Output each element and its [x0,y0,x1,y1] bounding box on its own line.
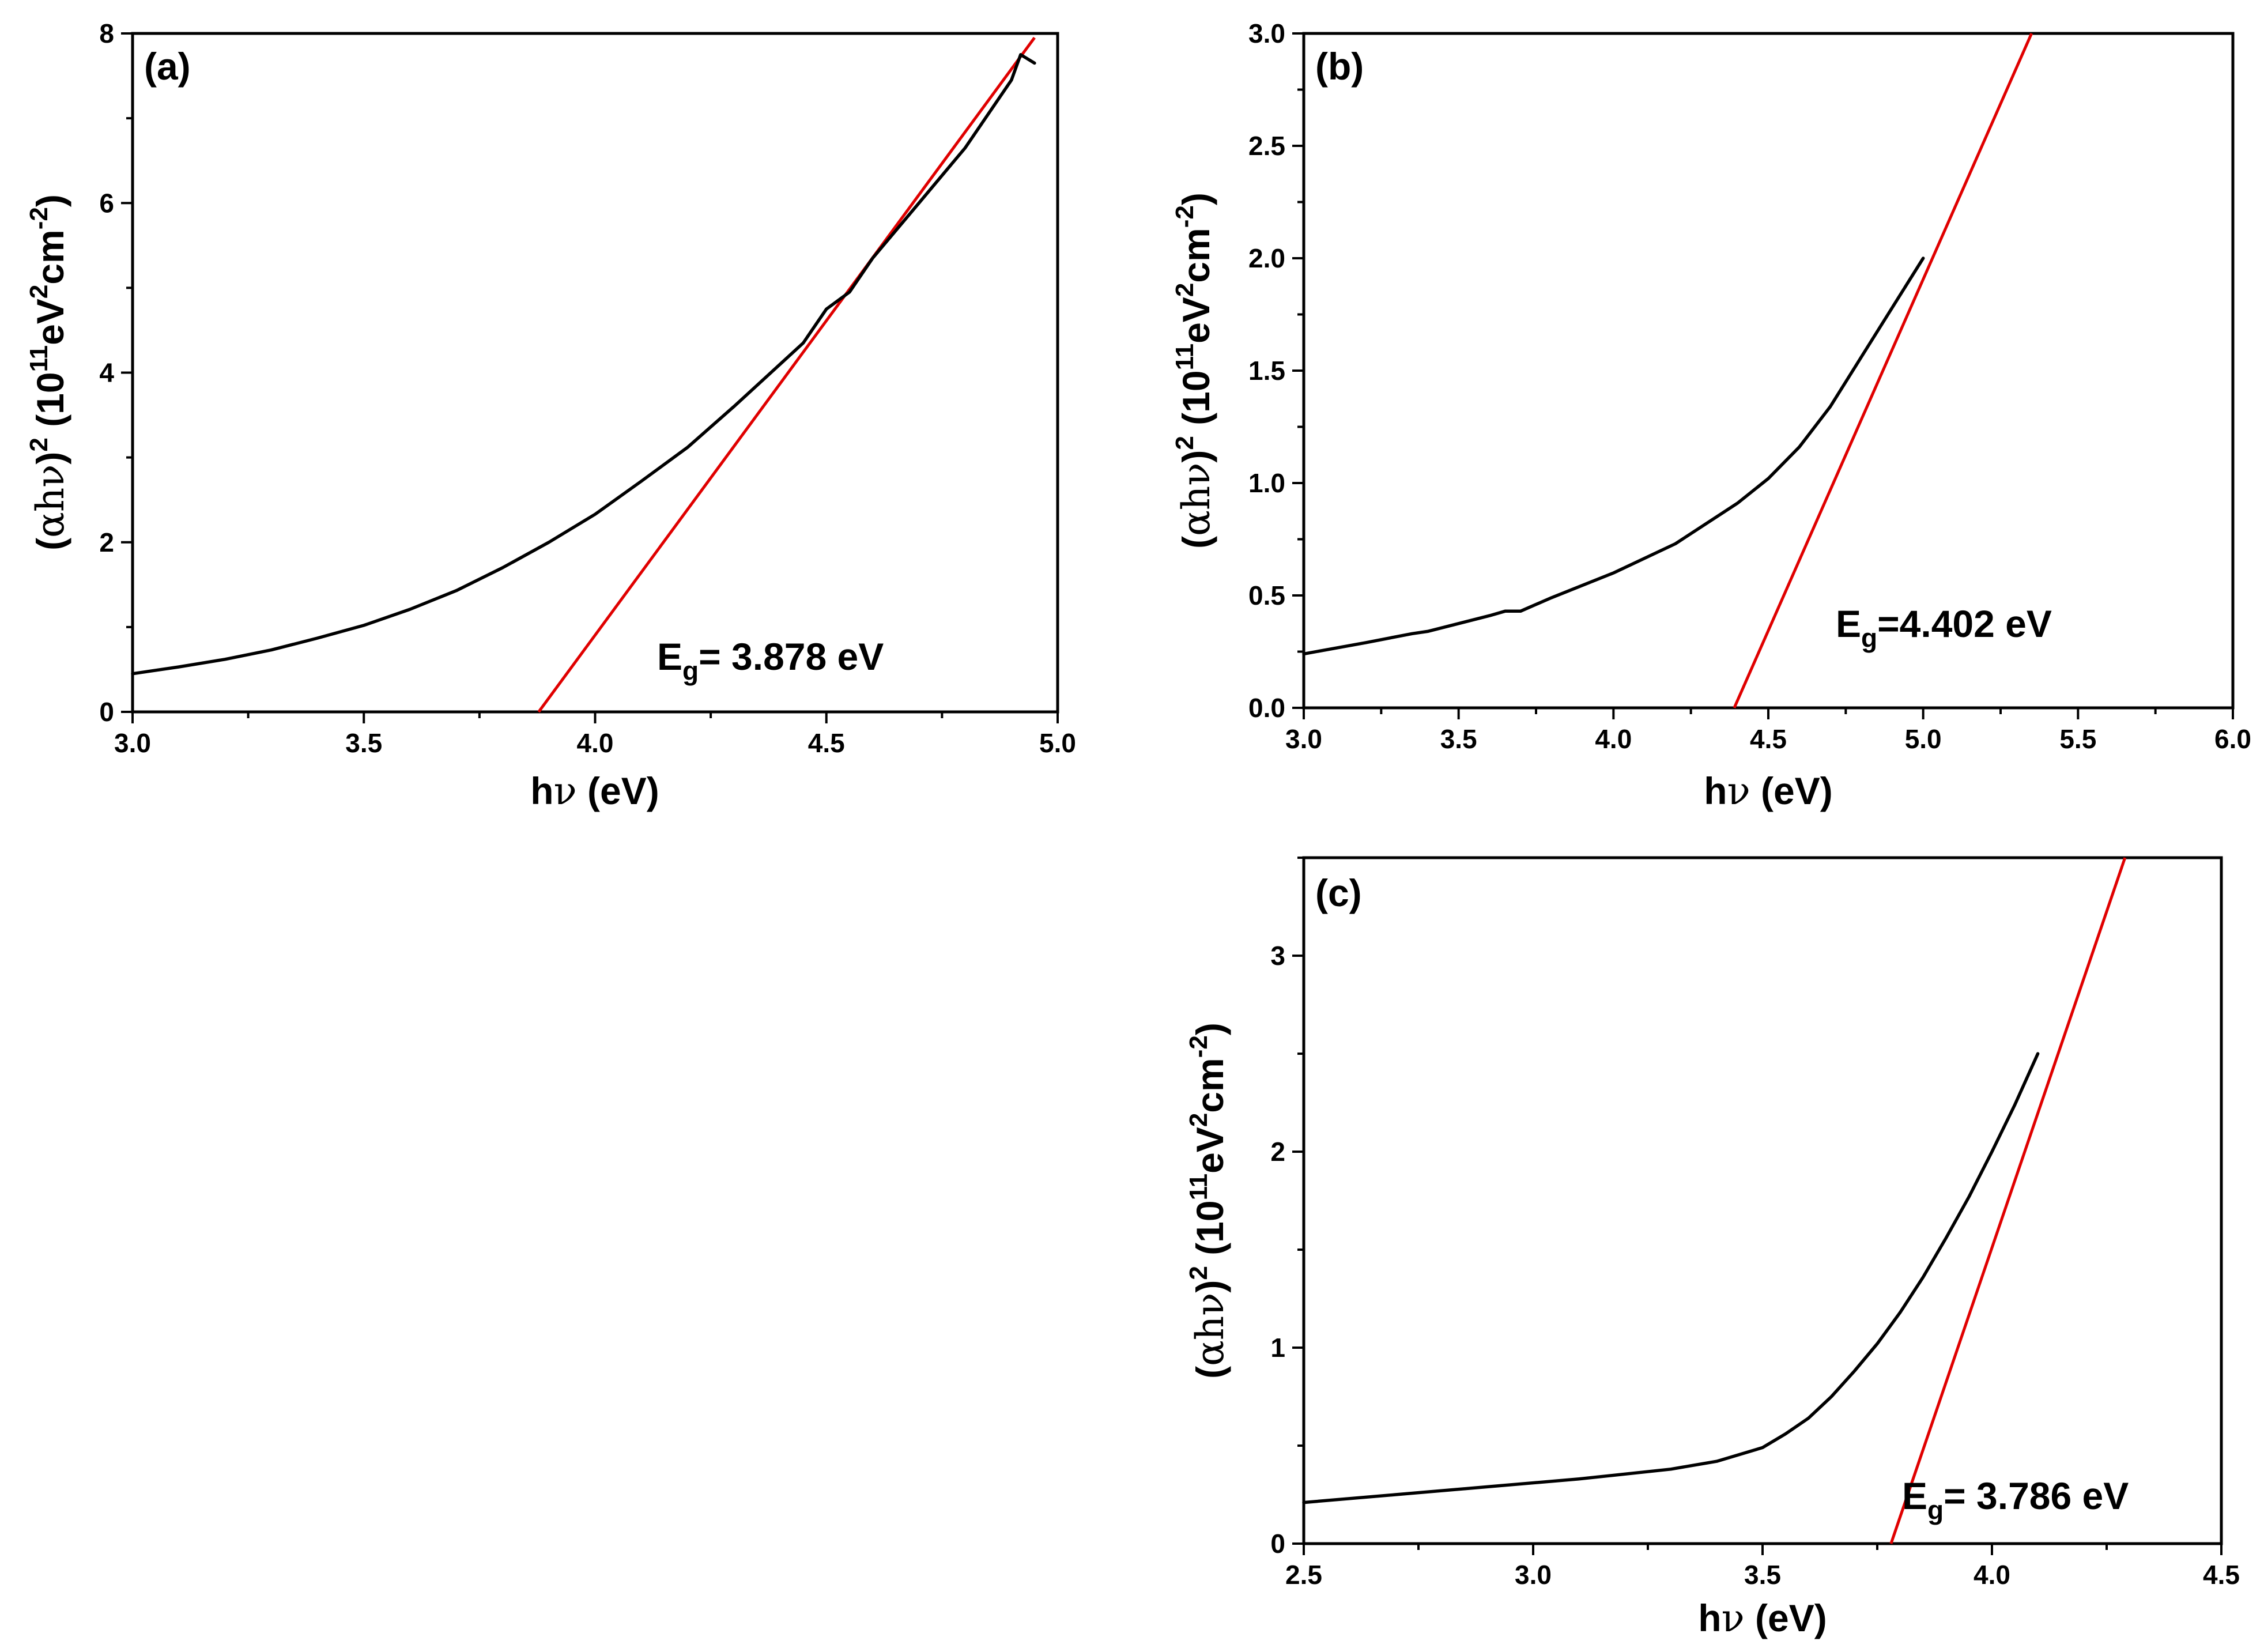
x-tick-label: 3.0 [1285,724,1322,754]
linear-fit-line [1733,32,2033,709]
x-tick-label: 4.0 [1595,724,1632,754]
data-curve [1302,257,1925,656]
x-axis-label-a: hν (eV) [530,769,659,813]
x-ticks-c: 2.5 3.0 3.5 4.0 4.5 [1285,1544,2240,1590]
x-axis-label-c: hν (eV) [1698,1596,1827,1640]
fit-layer-a [537,36,1036,713]
y-tick-label: 2 [1270,1137,1285,1167]
y-tick-label: 3.0 [1248,18,1285,48]
y-ticks-c: 0 1 2 3 [1270,857,1304,1559]
x-tick-label: 4.5 [1750,724,1787,754]
curve-layer-b [1302,257,1925,656]
plot-frame-c [1302,856,2223,1545]
x-tick-label: 3.5 [1440,724,1477,754]
y-tick-label: 2.5 [1248,131,1285,161]
x-tick-label: 2.5 [1285,1560,1322,1590]
panel-c: 2.5 3.0 3.5 4.0 4.5 0 1 2 3 (c) Eg= 3.786 eV hν… [1184,856,2240,1640]
band-gap-annotation-b: Eg=4.402 eV [1836,602,2052,653]
linear-fit-line [537,36,1036,713]
data-curve [1302,1052,2040,1504]
x-ticks-b: 3.0 3.5 4.0 4.5 5.0 5.5 6.0 [1285,708,2251,754]
y-tick-label: 0 [1270,1529,1285,1559]
curve-layer-c [1302,1052,2040,1504]
curve-layer-a [131,53,1036,676]
y-tick-label: 0.0 [1248,693,1285,723]
x-tick-label: 3.0 [1515,1560,1552,1590]
panel-label-b: (b) [1315,45,1364,88]
y-tick-label: 6 [99,188,114,218]
y-axis-label-b: (αhν)2 (1011eV2cm-2) [1171,193,1218,549]
y-axis-label-c: (αhν)2 (1011eV2cm-2) [1184,1023,1232,1379]
x-tick-label: 4.0 [1974,1560,2010,1590]
x-tick-label: 5.5 [2059,724,2096,754]
band-gap-annotation-a: Eg= 3.878 eV [657,635,884,686]
x-tick-label: 3.0 [114,728,151,758]
band-gap-annotation-c: Eg= 3.786 eV [1902,1474,2129,1525]
x-tick-label: 5.0 [1039,728,1076,758]
x-axis-label-b: hν (eV) [1704,769,1832,813]
plot-frame-b [1302,32,2235,710]
fit-layer-c [1889,857,2127,1544]
y-tick-label: 0.5 [1248,580,1285,610]
panel-b: 3.0 3.5 4.0 4.5 5.0 5.5 6.0 0.0 0.5 1.0 1.5 2.0 2.5… [1171,18,2251,813]
x-tick-label: 5.0 [1905,724,1942,754]
x-tick-label: 4.5 [2203,1560,2240,1590]
data-curve [131,53,1036,676]
y-tick-label: 4 [99,358,114,388]
y-tick-label: 3 [1270,941,1285,971]
y-tick-label: 2.0 [1248,243,1285,273]
panel-a: 3.0 3.5 4.0 4.5 5.0 0 2 4 6 8 (a) Eg= 3.878 eV h… [25,18,1076,813]
panel-label-c: (c) [1315,872,1362,914]
x-tick-label: 4.5 [808,728,845,758]
x-tick-label: 3.5 [345,728,382,758]
panel-label-a: (a) [144,45,191,88]
x-tick-label: 4.0 [577,728,614,758]
linear-fit-line [1889,857,2127,1544]
y-axis-label-a: (αhν)2 (1011eV2cm-2) [25,194,73,550]
y-ticks-a: 0 2 4 6 8 [99,18,133,727]
y-tick-label: 1.0 [1248,468,1285,498]
y-tick-label: 1 [1270,1333,1285,1363]
y-tick-label: 2 [99,527,114,557]
y-tick-label: 0 [99,697,114,727]
y-tick-label: 1.5 [1248,356,1285,386]
plot-frame-a [131,32,1059,714]
x-tick-label: 6.0 [2214,724,2251,754]
x-ticks-a: 3.0 3.5 4.0 4.5 5.0 [114,712,1076,758]
y-tick-label: 8 [99,18,114,48]
y-ticks-b: 0.0 0.5 1.0 1.5 2.0 2.5 3.0 [1248,18,1304,723]
fit-layer-b [1733,32,2033,709]
x-tick-label: 3.5 [1744,1560,1781,1590]
